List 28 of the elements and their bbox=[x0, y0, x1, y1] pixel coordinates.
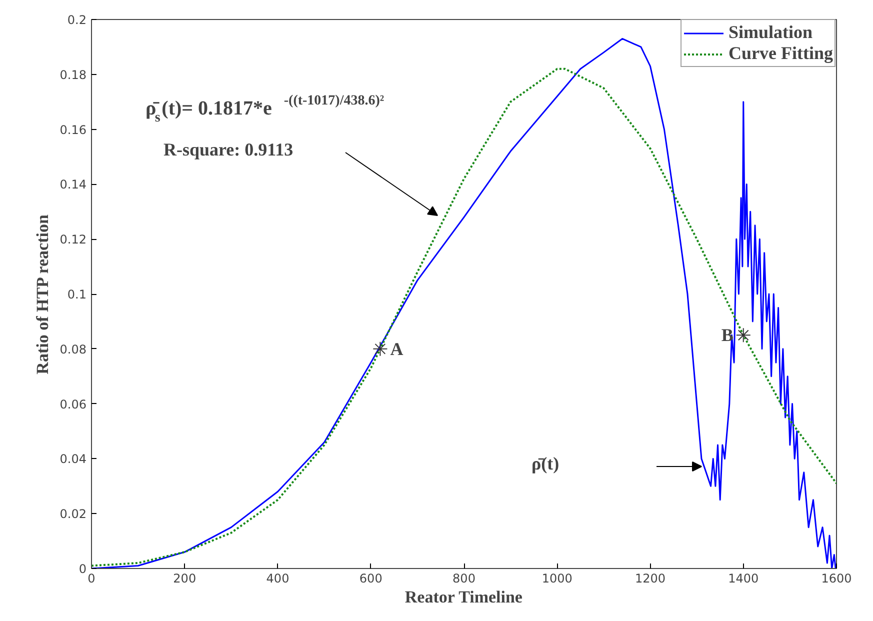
y-tick-label: 0.18 bbox=[60, 68, 86, 82]
annotation: ρ̄(t) bbox=[532, 454, 560, 474]
y-tick-label: 0.02 bbox=[60, 507, 86, 522]
x-tick-label: 1400 bbox=[728, 572, 759, 586]
y-axis-title: Ratio of HTP reaction bbox=[32, 214, 52, 374]
y-tick-label: 0.04 bbox=[60, 452, 86, 466]
y-tick-label: 0.06 bbox=[60, 397, 86, 412]
x-tick-label: 800 bbox=[452, 572, 476, 586]
y-tick-label: 0.2 bbox=[67, 13, 87, 27]
x-tick-label: 1000 bbox=[542, 572, 572, 586]
x-tick-label: 400 bbox=[266, 572, 290, 586]
annotation: R-square: 0.9113 bbox=[164, 140, 294, 160]
y-tick-label: 0.1 bbox=[67, 288, 87, 302]
x-tick-label: 1600 bbox=[821, 572, 852, 586]
annotation: A bbox=[390, 338, 404, 359]
x-tick-label: 1200 bbox=[634, 572, 666, 586]
x-tick-label: 600 bbox=[359, 572, 382, 586]
x-axis-title: Reator Timeline bbox=[404, 588, 523, 606]
y-tick-label: 0.08 bbox=[60, 342, 86, 356]
y-tick-label: 0 bbox=[78, 562, 87, 576]
y-tick-label: 0.12 bbox=[60, 232, 86, 247]
x-tick-label: 0 bbox=[88, 572, 96, 586]
y-tick-label: 0.16 bbox=[60, 122, 86, 137]
y-tick-label: 0.14 bbox=[60, 178, 86, 192]
x-tick-label: 200 bbox=[173, 572, 196, 586]
legend-label: Simulation bbox=[728, 22, 813, 43]
annotation: B bbox=[721, 325, 734, 346]
legend-label: Curve Fitting bbox=[728, 43, 833, 64]
